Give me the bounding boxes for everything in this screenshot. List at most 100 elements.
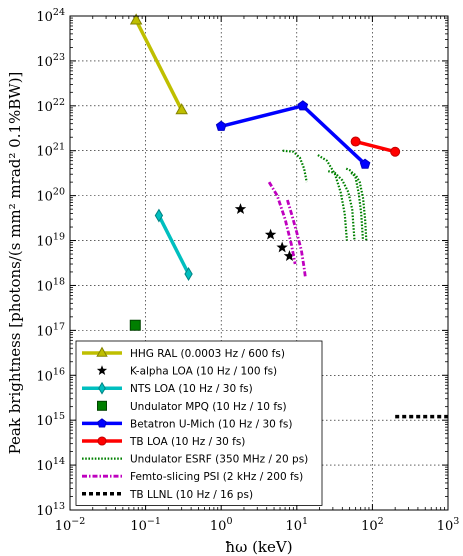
y-tick-base: 10: [36, 504, 53, 519]
legend-label: K-alpha LOA (10 Hz / 100 fs): [130, 366, 277, 378]
y-tick-exponent: 15: [53, 411, 65, 422]
y-tick-exponent: 23: [53, 52, 65, 63]
y-tick-base: 10: [36, 145, 53, 160]
series-line: [355, 139, 396, 154]
series-line: [157, 214, 191, 275]
data-point: [276, 241, 288, 253]
data-point: [234, 203, 247, 215]
x-axis-label: ħω (keV): [225, 538, 292, 556]
y-tick-base: 10: [36, 100, 53, 115]
legend-swatch-marker: [98, 381, 106, 395]
y-tick-label: 1020: [36, 187, 65, 205]
y-tick-label: 1019: [36, 232, 65, 250]
x-tick-label: 10−2: [55, 516, 86, 534]
legend-swatch-marker: [96, 346, 108, 357]
legend-entry: HHG RAL (0.0003 Hz / 600 fs): [82, 346, 285, 360]
legend-label: Betatron U-Mich (10 Hz / 30 fs): [130, 418, 292, 430]
series-line: [282, 149, 308, 183]
x-tick-label: 101: [286, 516, 309, 534]
data-point: [264, 228, 277, 240]
y-tick-label: 1021: [36, 142, 65, 160]
x-tick-label: 100: [210, 516, 233, 534]
data-point: [215, 120, 227, 131]
data-point: [175, 103, 188, 115]
y-tick-label: 1018: [36, 276, 65, 294]
legend-label: TB LLNL (10 Hz / 16 ps): [129, 489, 253, 501]
data-point: [129, 13, 143, 25]
series-3: [129, 319, 141, 331]
y-tick-exponent: 17: [53, 321, 65, 332]
legend-entry: K-alpha LOA (10 Hz / 100 fs): [96, 365, 277, 378]
y-tick-base: 10: [36, 55, 53, 70]
legend-label: TB LOA (10 Hz / 30 fs): [129, 436, 245, 448]
y-tick-label: 1024: [36, 7, 65, 25]
x-tick-exponent: 1: [302, 516, 308, 527]
series-6: [282, 149, 368, 241]
x-tick-base: 10: [210, 519, 227, 534]
y-tick-label: 1023: [36, 52, 65, 70]
x-tick-label: 10−1: [130, 516, 161, 534]
series-2: [154, 208, 193, 281]
x-tick-exponent: 0: [226, 516, 232, 527]
y-tick-label: 1016: [36, 366, 65, 384]
series-line: [327, 170, 356, 241]
data-point: [390, 146, 401, 157]
legend-label: NTS LOA (10 Hz / 30 fs): [130, 383, 253, 395]
series-line: [286, 199, 307, 278]
series-line: [317, 154, 348, 241]
y-tick-exponent: 20: [53, 187, 65, 198]
legend-entry: TB LOA (10 Hz / 30 fs): [82, 436, 245, 448]
x-tick-labels: 10−2 10−1 100 101 102 103: [55, 516, 460, 534]
series-1: [234, 203, 296, 261]
y-tick-base: 10: [36, 459, 53, 474]
legend-entry: TB LLNL (10 Hz / 16 ps): [82, 489, 253, 501]
legend-entry: Undulator MPQ (10 Hz / 10 fs): [97, 400, 287, 413]
legend: HHG RAL (0.0003 Hz / 600 fs) K-alpha LOA …: [75, 340, 323, 506]
y-tick-exponent: 13: [53, 501, 65, 512]
x-tick-base: 10: [130, 519, 147, 534]
legend-label: Femto-slicing PSI (2 kHz / 200 fs): [130, 471, 303, 483]
legend-entry: Undulator ESRF (350 MHz / 20 ps): [82, 454, 308, 466]
legend-entry: Betatron U-Mich (10 Hz / 30 fs): [82, 418, 292, 430]
data-point: [283, 250, 296, 261]
legend-label: Undulator MPQ (10 Hz / 10 fs): [130, 401, 287, 413]
y-tick-base: 10: [36, 369, 53, 384]
y-tick-label: 1013: [36, 501, 65, 519]
legend-swatch-marker: [97, 400, 107, 411]
data-point: [129, 319, 141, 331]
y-tick-label: 1014: [36, 456, 65, 474]
y-tick-labels: 1013101410151016101710181019102010211022…: [36, 7, 65, 519]
y-tick-exponent: 14: [53, 456, 65, 467]
series-0: [129, 13, 188, 115]
legend-swatch-marker: [97, 418, 107, 428]
series-layer: [129, 13, 448, 419]
series-line: [134, 19, 184, 111]
y-tick-exponent: 24: [53, 7, 65, 18]
x-tick-base: 10: [437, 519, 454, 534]
y-tick-base: 10: [36, 279, 53, 294]
x-tick-label: 102: [361, 516, 384, 534]
data-point: [154, 208, 164, 223]
y-axis-label: Peak brightness [photons/(s mm² mrad² 0.…: [6, 72, 24, 455]
data-point: [297, 100, 309, 111]
y-tick-exponent: 18: [53, 276, 65, 287]
legend-swatch-marker: [97, 436, 107, 446]
x-tick-exponent: 2: [378, 516, 384, 527]
x-tick-base: 10: [286, 519, 303, 534]
series-7: [267, 181, 307, 278]
y-tick-exponent: 22: [53, 97, 65, 108]
data-point: [184, 267, 193, 281]
y-tick-base: 10: [36, 324, 53, 339]
data-point: [359, 158, 371, 169]
series-line: [345, 167, 365, 241]
y-tick-base: 10: [36, 10, 53, 25]
plot-frame: [69, 15, 449, 511]
y-tick-base: 10: [36, 414, 53, 429]
series-5: [350, 136, 401, 157]
x-tick-base: 10: [55, 519, 72, 534]
legend-entry: NTS LOA (10 Hz / 30 fs): [82, 381, 253, 395]
series-line: [350, 171, 368, 241]
legend-label: HHG RAL (0.0003 Hz / 600 fs): [130, 348, 285, 360]
y-tick-exponent: 21: [53, 142, 65, 153]
y-tick-base: 10: [36, 190, 53, 205]
